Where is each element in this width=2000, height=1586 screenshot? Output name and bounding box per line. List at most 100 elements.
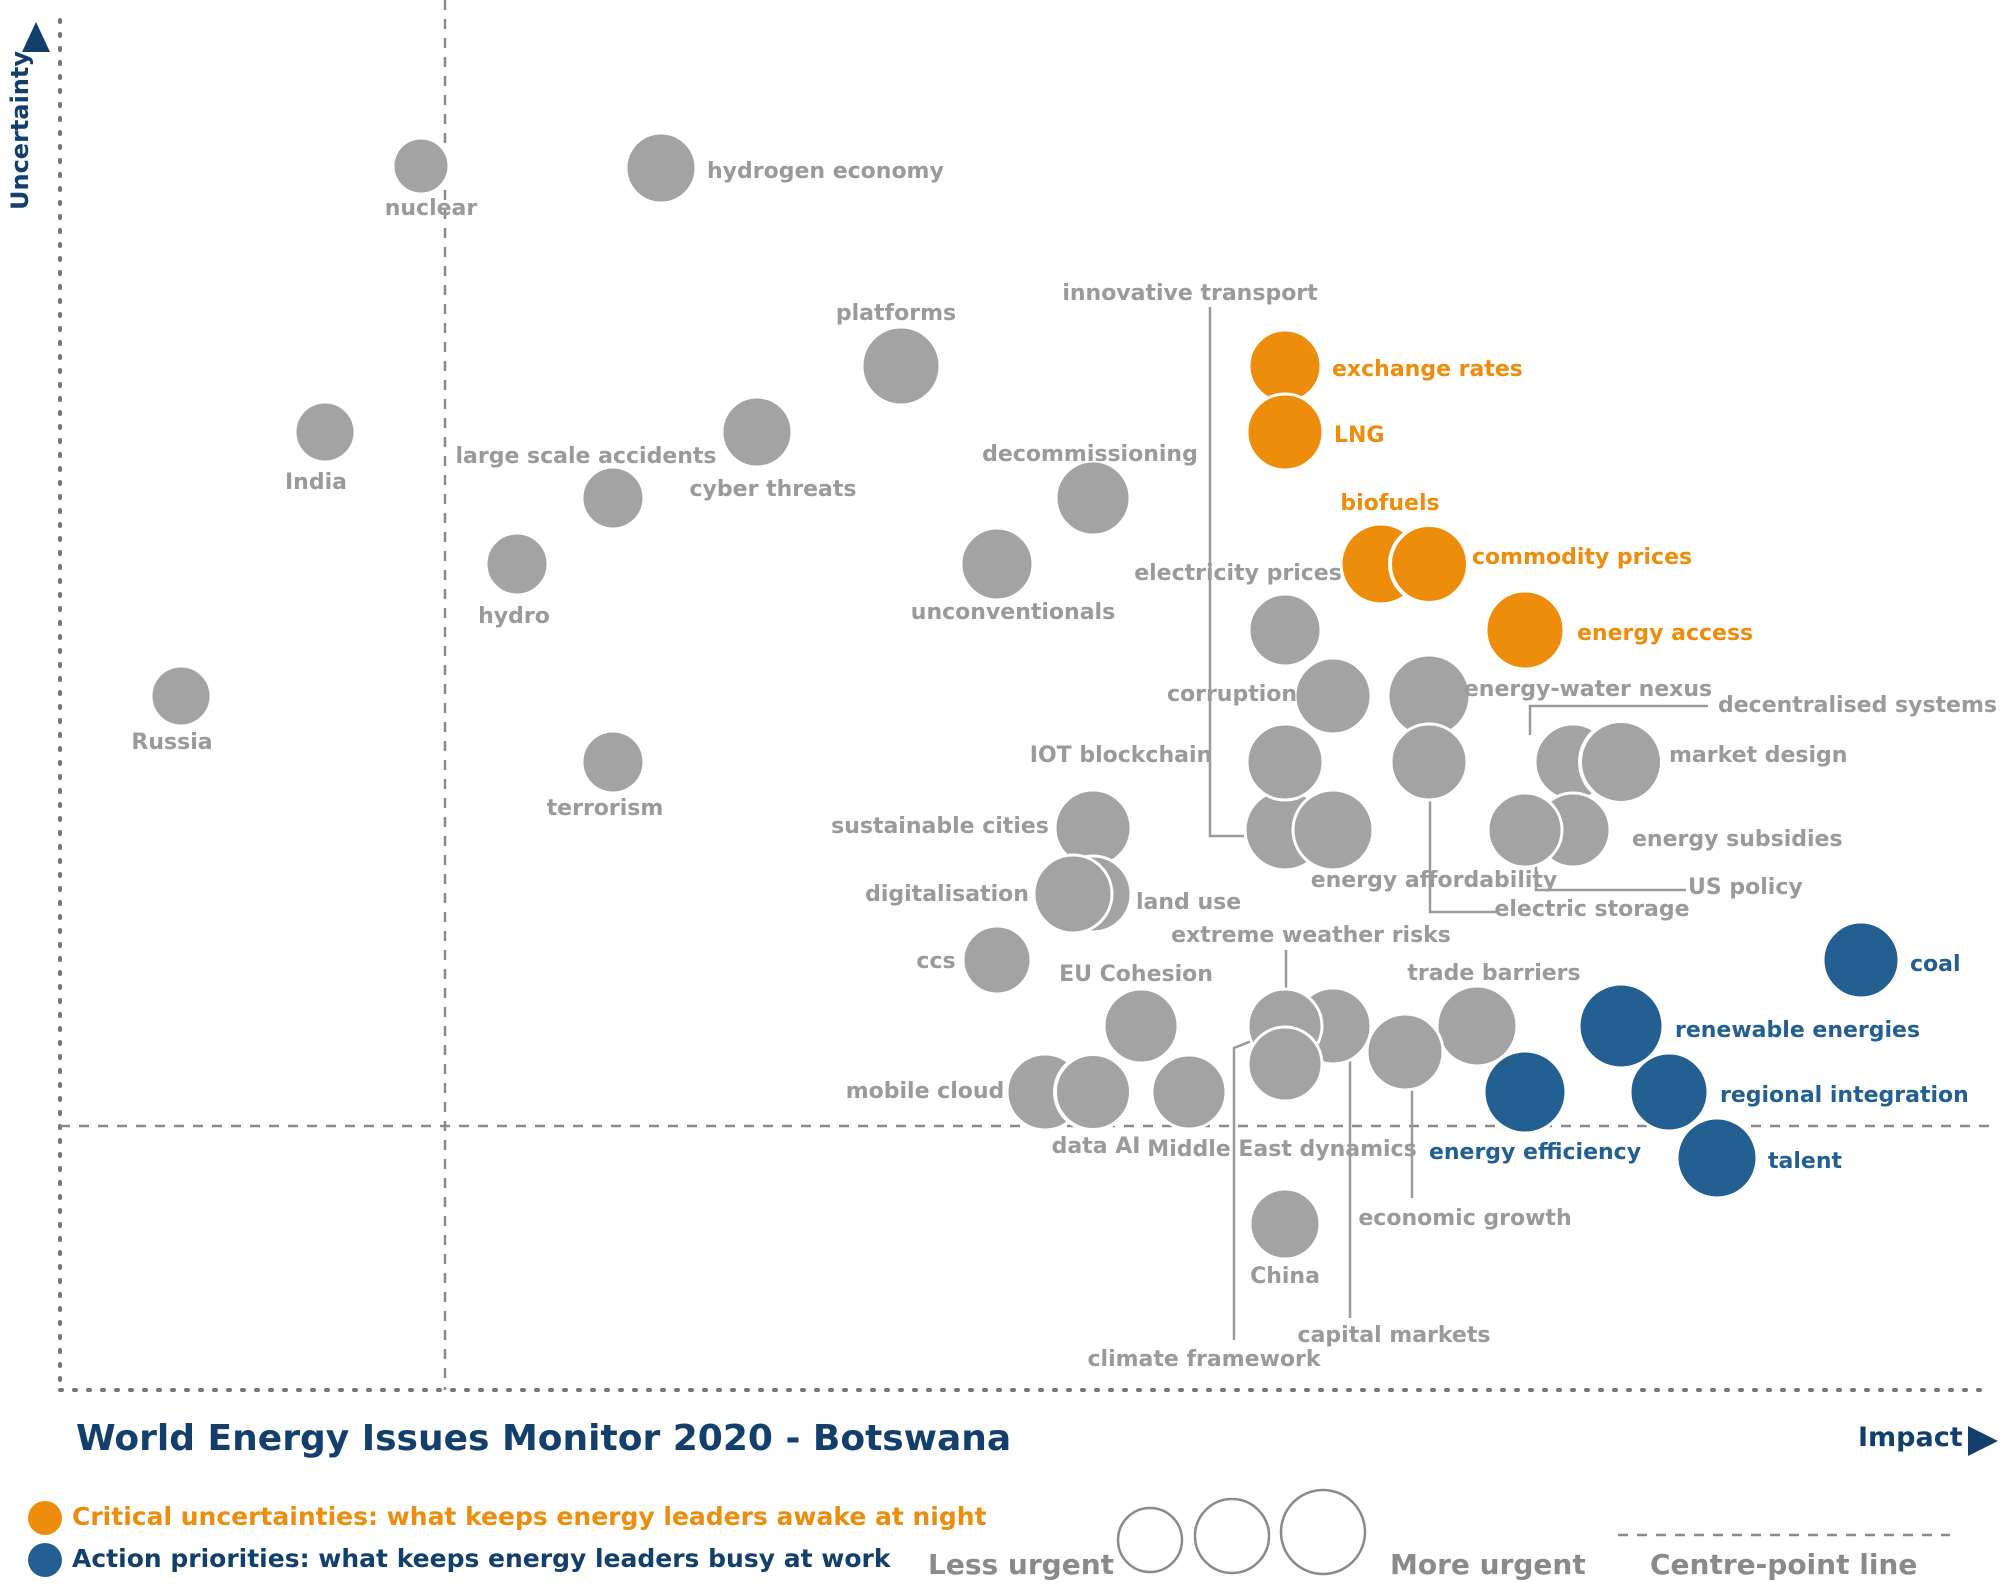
bubble-nuclear [391,136,451,196]
bubble-regional-integration [1628,1051,1710,1133]
y-axis-label: Uncertainty [6,51,34,210]
legend-centre-line: Centre-point line [1650,1548,1918,1581]
label-india: India [285,470,347,495]
bubble-energy-access [1484,589,1566,671]
label-talent: talent [1768,1149,1842,1174]
bubble-renewable-energies [1577,982,1665,1070]
y-axis-arrow-icon [22,22,50,52]
bubble-trade-barriers [1435,984,1519,1068]
label-market-design: market design [1669,743,1847,768]
legend-uncertainty: Critical uncertainties: what keeps energ… [28,1501,987,1535]
legend-uncertainty-text: Critical uncertainties: what keeps energ… [72,1502,987,1531]
label-us-policy: US policy [1688,875,1803,900]
bubble-middle-east-dynamics [1150,1053,1228,1131]
label-electricity-prices: electricity prices [1134,561,1342,586]
label-biofuels: biofuels [1340,491,1439,516]
label-terrorism: terrorism [547,796,664,821]
bubble-hydro [484,531,550,597]
label-russia: Russia [131,730,212,755]
bubble-exchange-rates [1247,328,1323,404]
labels-group: nuclear hydrogen economy platforms India lar… [131,159,1997,1372]
bubble-platforms [860,325,942,407]
label-climate-framework: climate framework [1087,1347,1321,1372]
connector-decentralised-systems [1528,704,1708,735]
label-energy-subsidies: energy subsidies [1632,827,1843,852]
bubble-iot-blockchain [1245,722,1325,802]
label-nuclear: nuclear [385,196,478,221]
label-platforms: platforms [836,301,956,326]
label-commodity-prices: commodity prices [1472,545,1692,570]
bubble-climate-framework [1246,1025,1324,1103]
label-energy-efficiency: energy efficiency [1429,1140,1641,1165]
bubble-china [1248,1187,1322,1261]
label-data-ai: data AI [1052,1134,1141,1159]
legend-priority-dot [28,1543,62,1577]
label-economic-growth: economic growth [1358,1206,1571,1231]
bubble-us-policy [1291,788,1375,872]
bubble-energy-affordability [1389,722,1469,802]
label-iot-blockchain: IOT blockchain [1030,743,1212,768]
legend-less-urgent: Less urgent [928,1548,1115,1581]
label-mobile-cloud: mobile cloud [846,1079,1005,1104]
bubble-electric-storage [1486,791,1564,869]
bubbles-group [149,131,1901,1261]
label-innovative-transport: innovative transport [1062,281,1318,306]
bubble-india [293,400,357,464]
legend-size-medium [1193,1497,1271,1575]
bubble-digitalisation [1032,853,1114,935]
label-energy-affordability: energy affordability [1311,868,1558,893]
legend-size-small [1116,1506,1184,1574]
legend-uncertainty-dot [28,1501,62,1535]
label-trade-barriers: trade barriers [1407,961,1580,986]
x-axis-label: Impact [1858,1422,1963,1453]
label-corruption: corruption [1167,682,1297,707]
label-energy-access: energy access [1577,621,1753,646]
bubble-ccs [961,924,1033,996]
bubble-unconventionals [959,526,1035,602]
bubble-cyber-threats [720,395,794,469]
bubble-economic-growth [1365,1012,1445,1092]
bubble-talent [1675,1116,1759,1200]
label-capital-markets: capital markets [1298,1323,1491,1348]
bubble-large-scale-accidents [580,465,646,531]
label-energy-water-nexus: energy-water nexus [1464,677,1712,702]
bubble-coal [1821,920,1901,1000]
label-eu-cohesion: EU Cohesion [1059,962,1213,987]
bubble-decommissioning [1054,459,1132,537]
bubble-energy-efficiency [1482,1049,1568,1135]
label-hydrogen-economy: hydrogen economy [707,159,944,184]
label-decommissioning: decommissioning [982,442,1198,467]
label-middle-east-dynamics: Middle East dynamics [1147,1137,1416,1162]
chart-title: World Energy Issues Monitor 2020 - Botsw… [76,1418,1012,1459]
label-hydro: hydro [478,604,550,629]
label-extreme-weather-risks: extreme weather risks [1171,923,1451,948]
connector-electric-storage [1428,800,1498,914]
bubble-data-ai [1053,1052,1133,1132]
bubble-russia [149,664,213,728]
label-electric-storage: electric storage [1494,897,1689,922]
label-exchange-rates: exchange rates [1332,357,1523,382]
label-ccs: ccs [916,949,955,974]
bubble-corruption [1293,656,1373,736]
label-land-use: land use [1136,890,1241,915]
bubble-eu-cohesion [1102,987,1180,1065]
legend-priority: Action priorities: what keeps energy lea… [28,1543,890,1577]
bubble-commodity-prices [1388,523,1470,605]
bubble-hydrogen-economy [624,131,698,205]
bubble-terrorism [580,729,646,795]
label-lng: LNG [1334,423,1385,448]
label-renewable-energies: renewable energies [1675,1018,1920,1043]
label-sustainable-cities: sustainable cities [831,814,1049,839]
x-axis-arrow-icon [1968,1426,1998,1456]
label-decentralised-systems: decentralised systems [1718,693,1997,718]
label-large-scale-accidents: large scale accidents [455,444,716,469]
label-china: China [1250,1264,1320,1289]
legend-size-large [1279,1488,1367,1576]
legend-priority-text: Action priorities: what keeps energy lea… [72,1544,891,1573]
label-digitalisation: digitalisation [865,882,1029,907]
label-coal: coal [1910,952,1961,977]
bubble-electricity-prices [1247,592,1323,668]
label-regional-integration: regional integration [1720,1083,1969,1108]
label-cyber-threats: cyber threats [690,477,857,502]
